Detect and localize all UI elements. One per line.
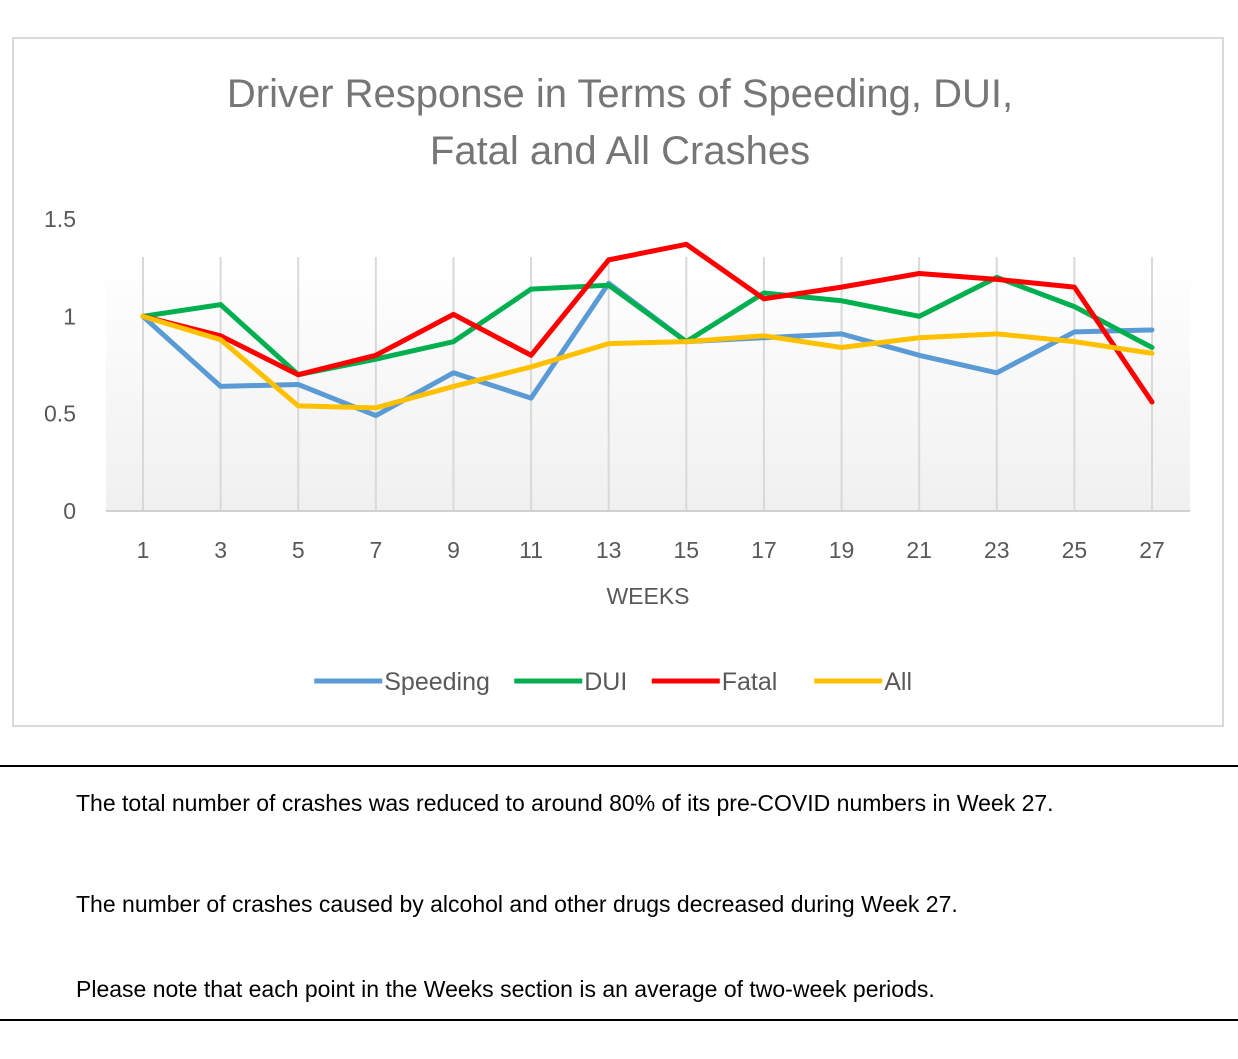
note-two-week-average: Please note that each point in the Weeks…: [76, 976, 935, 1002]
series-line-all: [140, 313, 1155, 411]
top-divider: [0, 765, 1238, 767]
x-tick-label: 3: [214, 537, 227, 563]
chart-title: Driver Response in Terms of Speeding, DU…: [227, 72, 1013, 116]
legend-label: Speeding: [384, 668, 490, 696]
legend-item-dui: DUI: [514, 668, 627, 696]
x-tick-label: 21: [906, 537, 932, 563]
note-dui-crashes: The number of crashes caused by alcohol …: [76, 891, 958, 917]
x-tick-label: 9: [447, 537, 460, 563]
y-tick-label: 1: [63, 303, 76, 329]
legend-item-speeding: Speeding: [314, 668, 490, 696]
x-axis-label: WEEKS: [606, 583, 689, 609]
chart-title-line2: Fatal and All Crashes: [430, 129, 810, 173]
legend-label: Fatal: [722, 668, 778, 696]
line-chart: Driver Response in Terms of Speeding, DU…: [44, 72, 1190, 696]
x-tick-label: 19: [829, 537, 855, 563]
x-tick-label: 13: [596, 537, 622, 563]
x-tick-label: 25: [1062, 537, 1088, 563]
x-tick-label: 11: [519, 537, 543, 563]
x-tick-label: 5: [292, 537, 305, 563]
series-line-fatal: [140, 241, 1155, 405]
x-tick-label: 23: [984, 537, 1010, 563]
legend-item-fatal: Fatal: [651, 668, 778, 696]
note-total-crashes: The total number of crashes was reduced …: [76, 790, 1054, 816]
y-tick-label: 0: [63, 498, 76, 524]
legend-label: All: [884, 668, 912, 696]
bottom-divider: [0, 1019, 1238, 1021]
legend-label: DUI: [584, 668, 627, 696]
x-tick-label: 7: [369, 537, 382, 563]
y-tick-label: 0.5: [44, 401, 76, 427]
x-tick-label: 27: [1139, 537, 1165, 563]
x-tick-label: 1: [137, 537, 150, 563]
y-tick-label: 1.5: [44, 206, 76, 232]
x-tick-label: 15: [674, 537, 700, 563]
legend-item-all: All: [814, 668, 912, 696]
chart-container: Driver Response in Terms of Speeding, DU…: [12, 37, 1224, 727]
x-tick-label: 17: [751, 537, 777, 563]
